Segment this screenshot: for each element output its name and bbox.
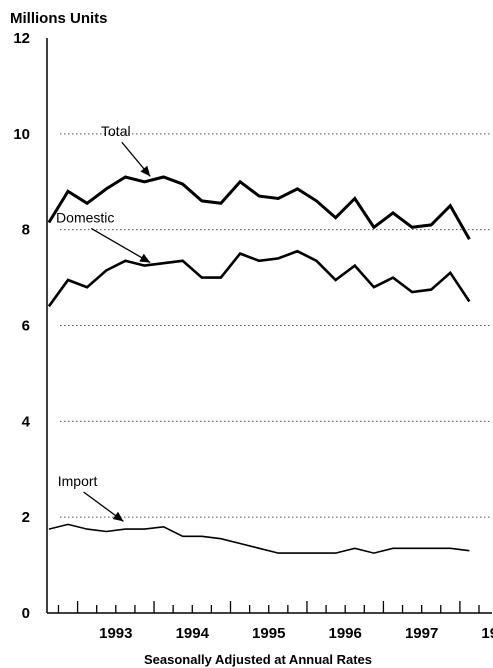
y-tick-label: 8 <box>22 222 30 239</box>
x-tick-label: 1997 <box>405 625 438 642</box>
x-axis-label: Seasonally Adjusted at Annual Rates <box>144 652 372 667</box>
annotation-arrowhead <box>112 511 124 522</box>
y-tick-label: 12 <box>13 30 30 47</box>
annotation-import: Import <box>58 473 98 489</box>
x-tick-label: 1995 <box>252 625 285 642</box>
y-tick-label: 10 <box>13 126 30 143</box>
y-tick-label: 4 <box>22 413 31 430</box>
annotation-arrowhead <box>140 165 151 177</box>
annotations: Total Domestic Import <box>56 123 151 522</box>
y-axis-label: Millions Units <box>10 10 108 27</box>
series-line-total <box>47 175 471 241</box>
annotation-total: Total <box>101 123 131 139</box>
series-line-domestic <box>47 249 471 308</box>
y-tick-label: 6 <box>22 318 30 335</box>
annotation-arrow-line <box>90 227 151 264</box>
y-tick-label: 0 <box>22 605 30 622</box>
series-line-import <box>48 523 470 554</box>
annotation-domestic: Domestic <box>56 209 114 225</box>
x-tick-label: 1998 <box>481 625 493 642</box>
x-ticks: 1993 1994 1995 1996 1997 1998 <box>57 601 493 642</box>
series-lines <box>47 175 471 554</box>
axes <box>46 38 492 614</box>
y-tick-labels: 0 2 4 6 8 10 12 <box>13 30 30 622</box>
annotation-arrowhead <box>139 253 151 263</box>
y-tick-label: 2 <box>22 509 30 526</box>
gridlines <box>60 133 492 518</box>
x-tick-label: 1996 <box>329 625 362 642</box>
x-tick-label: 1994 <box>176 625 210 642</box>
x-tick-label: 1993 <box>99 625 132 642</box>
